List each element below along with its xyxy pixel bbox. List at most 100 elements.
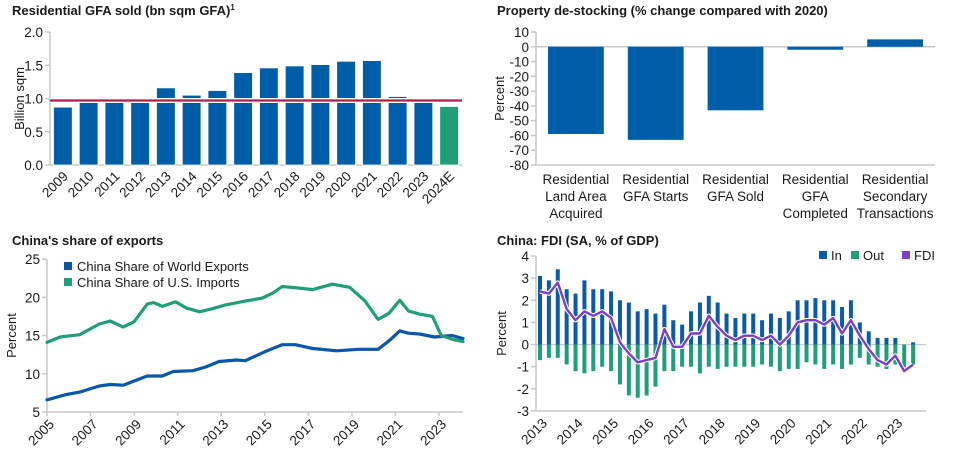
bar-out	[786, 344, 791, 369]
bar-out	[902, 344, 907, 372]
bar-out	[884, 344, 889, 369]
bar-out	[582, 344, 587, 374]
y-tick-label: 1	[521, 315, 529, 330]
bar-2012	[130, 102, 150, 166]
bar-2024E	[439, 106, 459, 166]
x-tick-label: 2017	[245, 169, 277, 201]
bar-out	[573, 344, 578, 372]
bar-in	[733, 318, 738, 345]
x-category-label: Secondary	[863, 189, 928, 204]
chart-title: Property de-stocking (% change compared …	[497, 3, 828, 18]
bar-out	[857, 344, 862, 358]
x-tick-label: 2023	[874, 416, 906, 448]
bar-2013	[156, 87, 176, 166]
bar-out	[689, 344, 694, 367]
bar-in	[751, 313, 756, 345]
x-category-label: Residential	[622, 172, 689, 187]
y-tick-label: -3	[517, 404, 529, 419]
bar-out	[768, 344, 773, 367]
bar-out	[866, 344, 871, 365]
legend-swatch	[851, 251, 859, 259]
bar-out	[715, 344, 720, 369]
bar	[787, 46, 844, 50]
bar-out	[822, 344, 827, 369]
bar-out	[591, 344, 596, 372]
footnote-marker: 1	[230, 3, 235, 12]
bar-in	[884, 337, 889, 345]
x-tick-label: 2018	[271, 169, 303, 201]
y-tick-label: 10	[514, 25, 529, 40]
y-tick-label: 5	[32, 405, 40, 420]
y-tick-label: 0.5	[24, 125, 43, 140]
bar-out	[742, 344, 747, 367]
x-category-label: Residential	[862, 172, 929, 187]
bar-2014	[181, 94, 202, 166]
bar-out	[706, 344, 711, 367]
bar-out	[635, 344, 640, 398]
bar-in	[777, 318, 782, 345]
bar-out	[760, 344, 765, 365]
x-category-label: Land Area	[545, 189, 607, 204]
bar-2021	[362, 60, 382, 166]
bar-in	[644, 309, 649, 345]
series-line-world-exports	[45, 329, 465, 402]
bar-out	[680, 344, 685, 367]
x-category-label: Transactions	[857, 206, 934, 221]
bar-2011	[104, 102, 125, 166]
x-tick-label: 2009	[39, 169, 71, 201]
x-tick-label: 2021	[803, 416, 835, 448]
bar-in	[768, 313, 773, 345]
legend-label: Out	[863, 248, 884, 263]
bar-2016	[233, 72, 253, 166]
legend-label: China Share of World Exports	[77, 259, 249, 274]
bar-2017	[259, 67, 279, 166]
bar-out	[546, 344, 551, 358]
chart-china-share-of-exports: China's share of exports 5 10 15 20 25 Percen…	[4, 233, 465, 449]
y-tick-label: -60	[509, 128, 529, 143]
y-tick-label: 1.5	[24, 58, 43, 73]
bar-out	[911, 344, 916, 365]
x-tick-label: 2023	[417, 417, 449, 449]
bar-in	[546, 280, 551, 345]
x-tick-label: 2007	[69, 417, 101, 449]
legend-swatch	[902, 251, 910, 259]
y-tick-label: -10	[509, 55, 529, 70]
x-tick-label: 2014	[168, 168, 200, 200]
bar-2018	[284, 65, 305, 166]
x-tick-label: 2016	[625, 416, 657, 448]
bar-out	[795, 344, 800, 369]
y-tick-label: 0.0	[24, 158, 43, 173]
y-tick-label: -20	[509, 69, 529, 84]
legend-label: China Share of U.S. Imports	[77, 275, 240, 290]
x-tick-label: 2018	[696, 416, 728, 448]
x-tick-label: 2009	[112, 417, 144, 449]
x-tick-label: 2019	[297, 169, 329, 201]
x-tick-label: 2020	[767, 416, 799, 448]
bar-out	[804, 344, 809, 363]
bar-in	[555, 269, 560, 345]
x-tick-label: 2020	[322, 169, 354, 201]
bar	[548, 46, 604, 134]
bar-out	[644, 344, 649, 396]
bar-in	[724, 313, 729, 345]
bar-out	[733, 344, 738, 367]
bar-in	[662, 304, 667, 345]
bar-out	[751, 344, 756, 367]
x-tick-label: 2015	[589, 416, 621, 448]
y-axis-label: Percent	[494, 311, 509, 356]
y-tick-label: -80	[509, 158, 529, 173]
x-tick-label: 2010	[65, 169, 97, 201]
y-tick-label: 25	[25, 252, 40, 267]
y-tick-label: -1	[517, 360, 529, 375]
chart-residential-gfa-sold: Residential GFA sold (bn sqm GFA)1 0.0 0.…	[12, 3, 462, 207]
x-category-label: Residential	[782, 172, 849, 187]
x-tick-label: 2015	[194, 169, 226, 201]
bar-out	[724, 344, 729, 367]
bar-in	[786, 311, 791, 345]
bar-in	[626, 302, 631, 345]
x-tick-label: 2013	[200, 417, 232, 449]
x-category-label: GFA	[802, 189, 829, 204]
bar-out	[564, 344, 569, 365]
bar-2020	[336, 60, 356, 166]
x-category-label: Residential	[543, 172, 610, 187]
